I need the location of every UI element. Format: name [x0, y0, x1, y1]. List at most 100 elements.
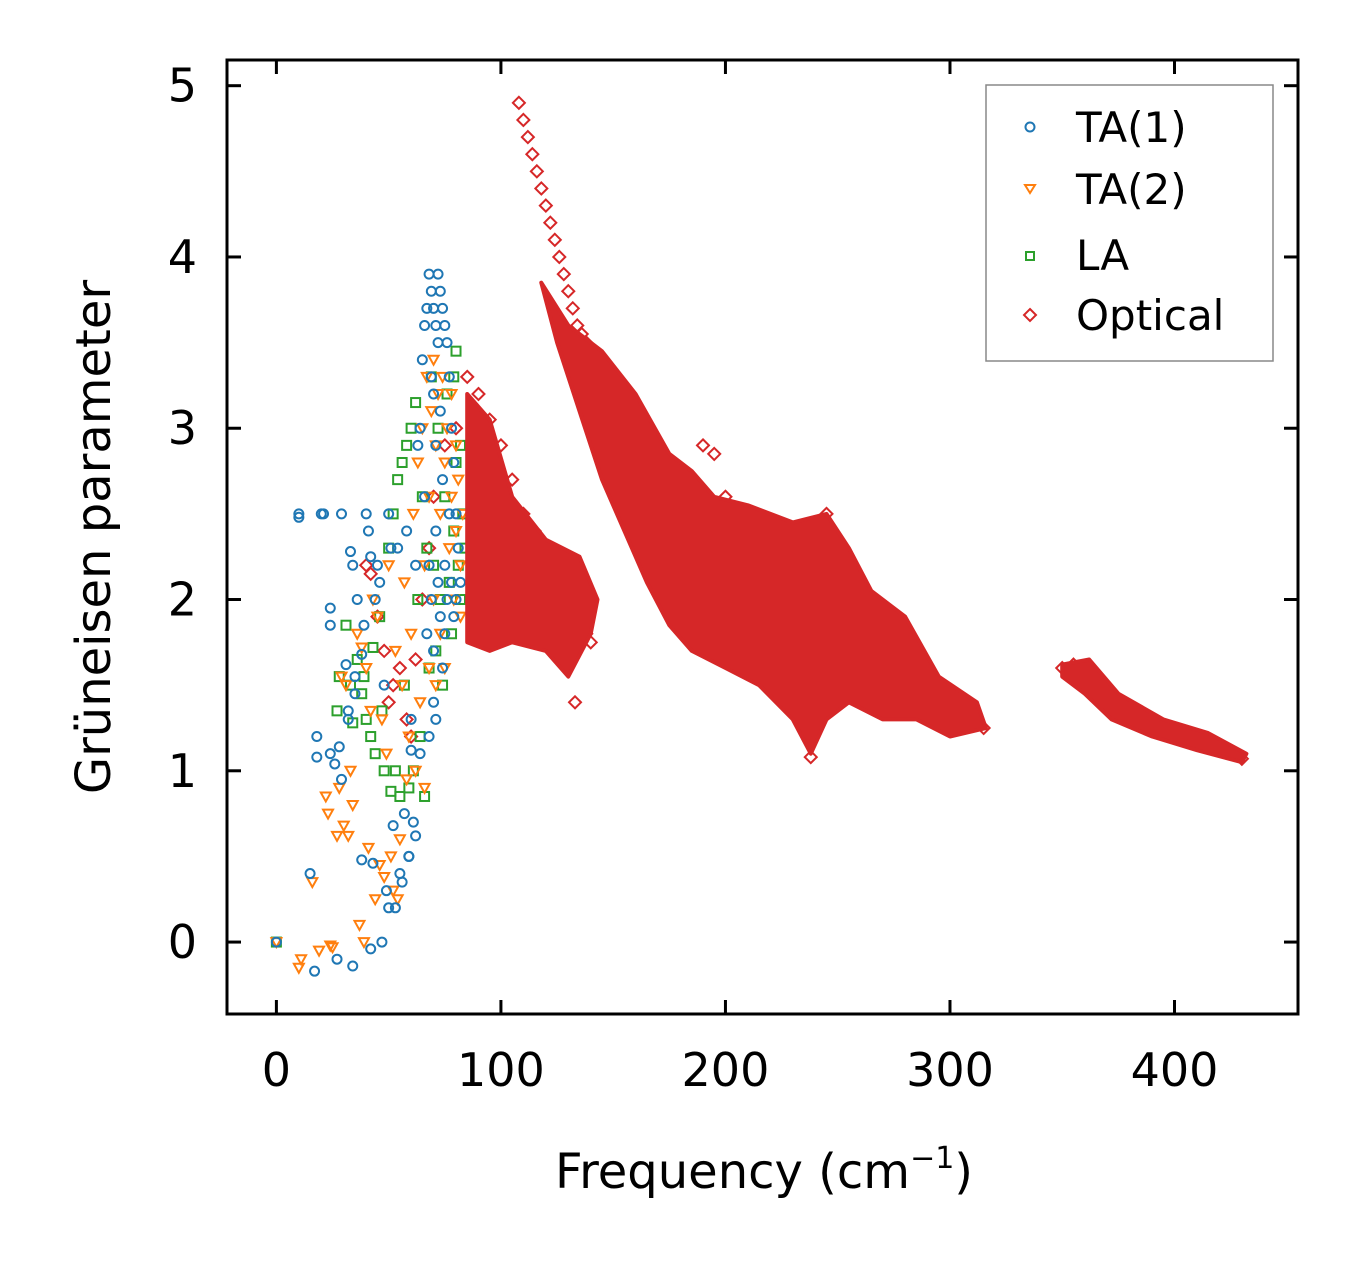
point-ta-1: [324, 619, 336, 631]
point-ta-2: [388, 645, 403, 658]
point-ta-1: [443, 508, 455, 520]
point-ta-1: [437, 302, 449, 314]
point-ta-1: [365, 943, 377, 955]
point-ta-2: [355, 642, 369, 655]
point-la: [410, 397, 422, 409]
point-optical: [381, 694, 397, 710]
point-optical: [529, 163, 545, 179]
point-ta-1: [430, 713, 442, 725]
point-ta-1: [389, 902, 401, 914]
point-la: [432, 422, 444, 434]
point-optical: [538, 198, 554, 213]
point-ta-2: [323, 940, 337, 953]
point-ta-1: [387, 820, 399, 832]
point-ta-2: [449, 440, 463, 453]
optical-density-band: [1060, 657, 1249, 765]
point-ta-2: [370, 611, 385, 624]
point-ta-1: [437, 662, 449, 674]
point-ta-1: [401, 525, 413, 537]
point-ta-2: [357, 937, 371, 950]
x-tick-label: 200: [682, 1043, 770, 1097]
point-la: [421, 542, 433, 554]
point-ta-1: [428, 388, 440, 400]
point-ta-1: [443, 371, 455, 383]
point-ta-1: [403, 850, 415, 862]
point-ta-1: [455, 576, 467, 588]
point-ta-1: [448, 456, 460, 468]
optical-density-band: [465, 392, 600, 679]
point-la: [340, 619, 352, 631]
point-ta-1: [448, 611, 460, 623]
y-tick-label: 3: [168, 401, 197, 455]
point-ta-2: [390, 894, 405, 907]
point-la: [369, 748, 381, 760]
point-ta-2: [444, 388, 459, 402]
point-ta-1: [423, 559, 435, 571]
point-ta-1: [347, 960, 359, 972]
point-ta-2: [375, 714, 389, 727]
point-ta-1: [414, 422, 426, 434]
point-ta-2: [330, 830, 344, 843]
point-ta-2: [420, 371, 434, 384]
point-ta-1: [452, 542, 464, 554]
point-ta-2: [451, 474, 465, 487]
point-ta-1: [356, 648, 368, 660]
point-optical: [547, 232, 563, 248]
point-optical: [556, 266, 572, 282]
point-ta-2: [406, 508, 421, 521]
point-ta-2: [339, 680, 353, 693]
point-ta-1: [378, 679, 390, 691]
point-optical: [520, 129, 536, 145]
plot-area-frame: [225, 58, 1300, 1016]
point-ta-1: [311, 731, 323, 743]
point-ta-2: [449, 526, 463, 539]
legend-marker-ta2: [1023, 184, 1037, 195]
point-ta-1: [432, 268, 444, 280]
point-ta-1: [376, 936, 388, 948]
point-ta-2: [411, 457, 425, 470]
point-ta-2: [321, 808, 335, 821]
point-optical: [542, 215, 558, 231]
point-ta-1: [293, 508, 305, 520]
point-ta-1: [385, 542, 397, 554]
point-ta-1: [383, 508, 395, 520]
point-ta-2: [402, 731, 416, 744]
point-ta-1: [331, 953, 343, 965]
point-ta-1: [333, 741, 345, 753]
point-ta-2: [361, 842, 376, 855]
legend-box: [985, 84, 1274, 362]
point-optical: [803, 749, 819, 765]
point-ta-1: [362, 525, 374, 537]
point-ta-2: [377, 871, 391, 885]
point-la: [360, 713, 372, 725]
point-la: [450, 345, 462, 357]
point-ta-1: [419, 491, 431, 503]
point-ta-2: [359, 663, 373, 676]
point-la: [365, 731, 377, 743]
point-ta-1: [450, 594, 462, 606]
point-ta-1: [434, 611, 446, 623]
point-ta-1: [380, 885, 392, 897]
legend-label-ta2: TA(2): [1075, 165, 1187, 214]
point-ta-1: [434, 405, 446, 417]
point-la: [378, 765, 390, 777]
point-ta-1: [347, 559, 359, 571]
point-la: [446, 628, 458, 640]
y-tick-label: 5: [168, 59, 197, 113]
point-la: [396, 456, 408, 468]
point-ta-2: [399, 774, 414, 787]
point-ta-1: [396, 876, 408, 888]
point-ta-2: [438, 457, 452, 470]
point-ta-1: [405, 744, 417, 756]
point-ta-2: [422, 663, 436, 676]
point-ta-1: [419, 319, 431, 331]
point-ta-1: [340, 659, 352, 671]
point-ta-1: [342, 705, 354, 717]
point-ta-2: [346, 800, 360, 813]
point-ta-2: [444, 491, 459, 504]
point-ta-1: [270, 936, 282, 948]
point-ta-2: [433, 628, 448, 641]
point-ta-1: [344, 546, 356, 558]
point-ta-1: [432, 576, 444, 588]
